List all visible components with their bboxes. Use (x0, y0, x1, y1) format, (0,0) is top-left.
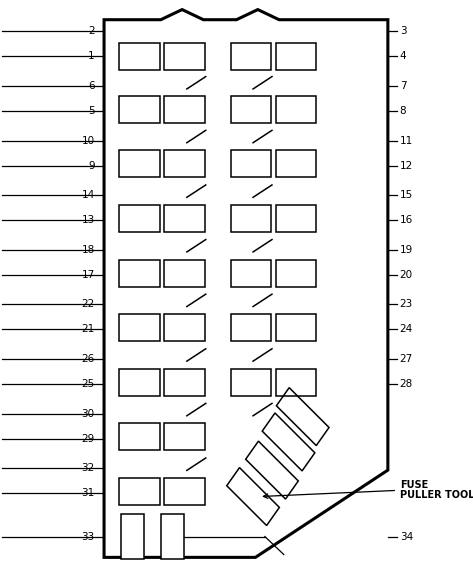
Text: 12: 12 (400, 160, 413, 171)
Text: 19: 19 (400, 245, 413, 255)
Bar (119, 369, 160, 396)
Bar (231, 205, 271, 232)
Bar (275, 260, 316, 287)
Bar (275, 314, 316, 341)
Bar (231, 260, 271, 287)
Text: 26: 26 (81, 354, 95, 364)
Text: 6: 6 (88, 81, 95, 91)
Bar (165, 150, 205, 177)
Text: 27: 27 (400, 354, 413, 364)
Bar (275, 205, 316, 232)
Text: 32: 32 (81, 463, 95, 473)
Bar (231, 43, 271, 70)
Text: 15: 15 (400, 190, 413, 200)
Text: 16: 16 (400, 215, 413, 225)
Text: 30: 30 (81, 409, 95, 419)
Bar (165, 96, 205, 123)
Text: 10: 10 (81, 136, 95, 146)
Text: 17: 17 (81, 270, 95, 280)
Text: 7: 7 (400, 81, 406, 91)
Text: 1: 1 (88, 51, 95, 61)
Text: 22: 22 (81, 299, 95, 309)
Bar (121, 514, 144, 559)
Text: 18: 18 (81, 245, 95, 255)
Bar (119, 205, 160, 232)
Bar (231, 96, 271, 123)
Bar (165, 369, 205, 396)
Text: 5: 5 (88, 106, 95, 116)
Bar (275, 369, 316, 396)
Bar (161, 514, 184, 559)
Bar (119, 423, 160, 450)
Text: 9: 9 (88, 160, 95, 171)
Bar (119, 150, 160, 177)
Bar (275, 150, 316, 177)
Bar (275, 96, 316, 123)
Text: 25: 25 (81, 379, 95, 389)
Bar (165, 478, 205, 505)
Bar (231, 369, 271, 396)
Bar (119, 43, 160, 70)
Text: 8: 8 (400, 106, 406, 116)
Bar (119, 314, 160, 341)
Bar (165, 205, 205, 232)
Text: 23: 23 (400, 299, 413, 309)
Bar (119, 260, 160, 287)
Text: 13: 13 (81, 215, 95, 225)
Text: 34: 34 (400, 531, 413, 542)
Text: 24: 24 (400, 324, 413, 334)
Text: PULLER TOOL: PULLER TOOL (400, 490, 473, 501)
Text: 3: 3 (400, 26, 406, 36)
Text: FUSE: FUSE (400, 480, 428, 490)
Bar (275, 43, 316, 70)
Bar (231, 314, 271, 341)
Text: 29: 29 (81, 434, 95, 444)
Bar (165, 43, 205, 70)
Bar (165, 260, 205, 287)
Text: 33: 33 (81, 531, 95, 542)
Text: 2: 2 (88, 26, 95, 36)
Text: 31: 31 (81, 488, 95, 498)
Bar (165, 314, 205, 341)
Bar (231, 150, 271, 177)
Text: 14: 14 (81, 190, 95, 200)
Text: 21: 21 (81, 324, 95, 334)
Text: 4: 4 (400, 51, 406, 61)
Bar (119, 96, 160, 123)
Text: 11: 11 (400, 136, 413, 146)
Bar (119, 478, 160, 505)
Text: 28: 28 (400, 379, 413, 389)
Text: 20: 20 (400, 270, 413, 280)
Bar (165, 423, 205, 450)
